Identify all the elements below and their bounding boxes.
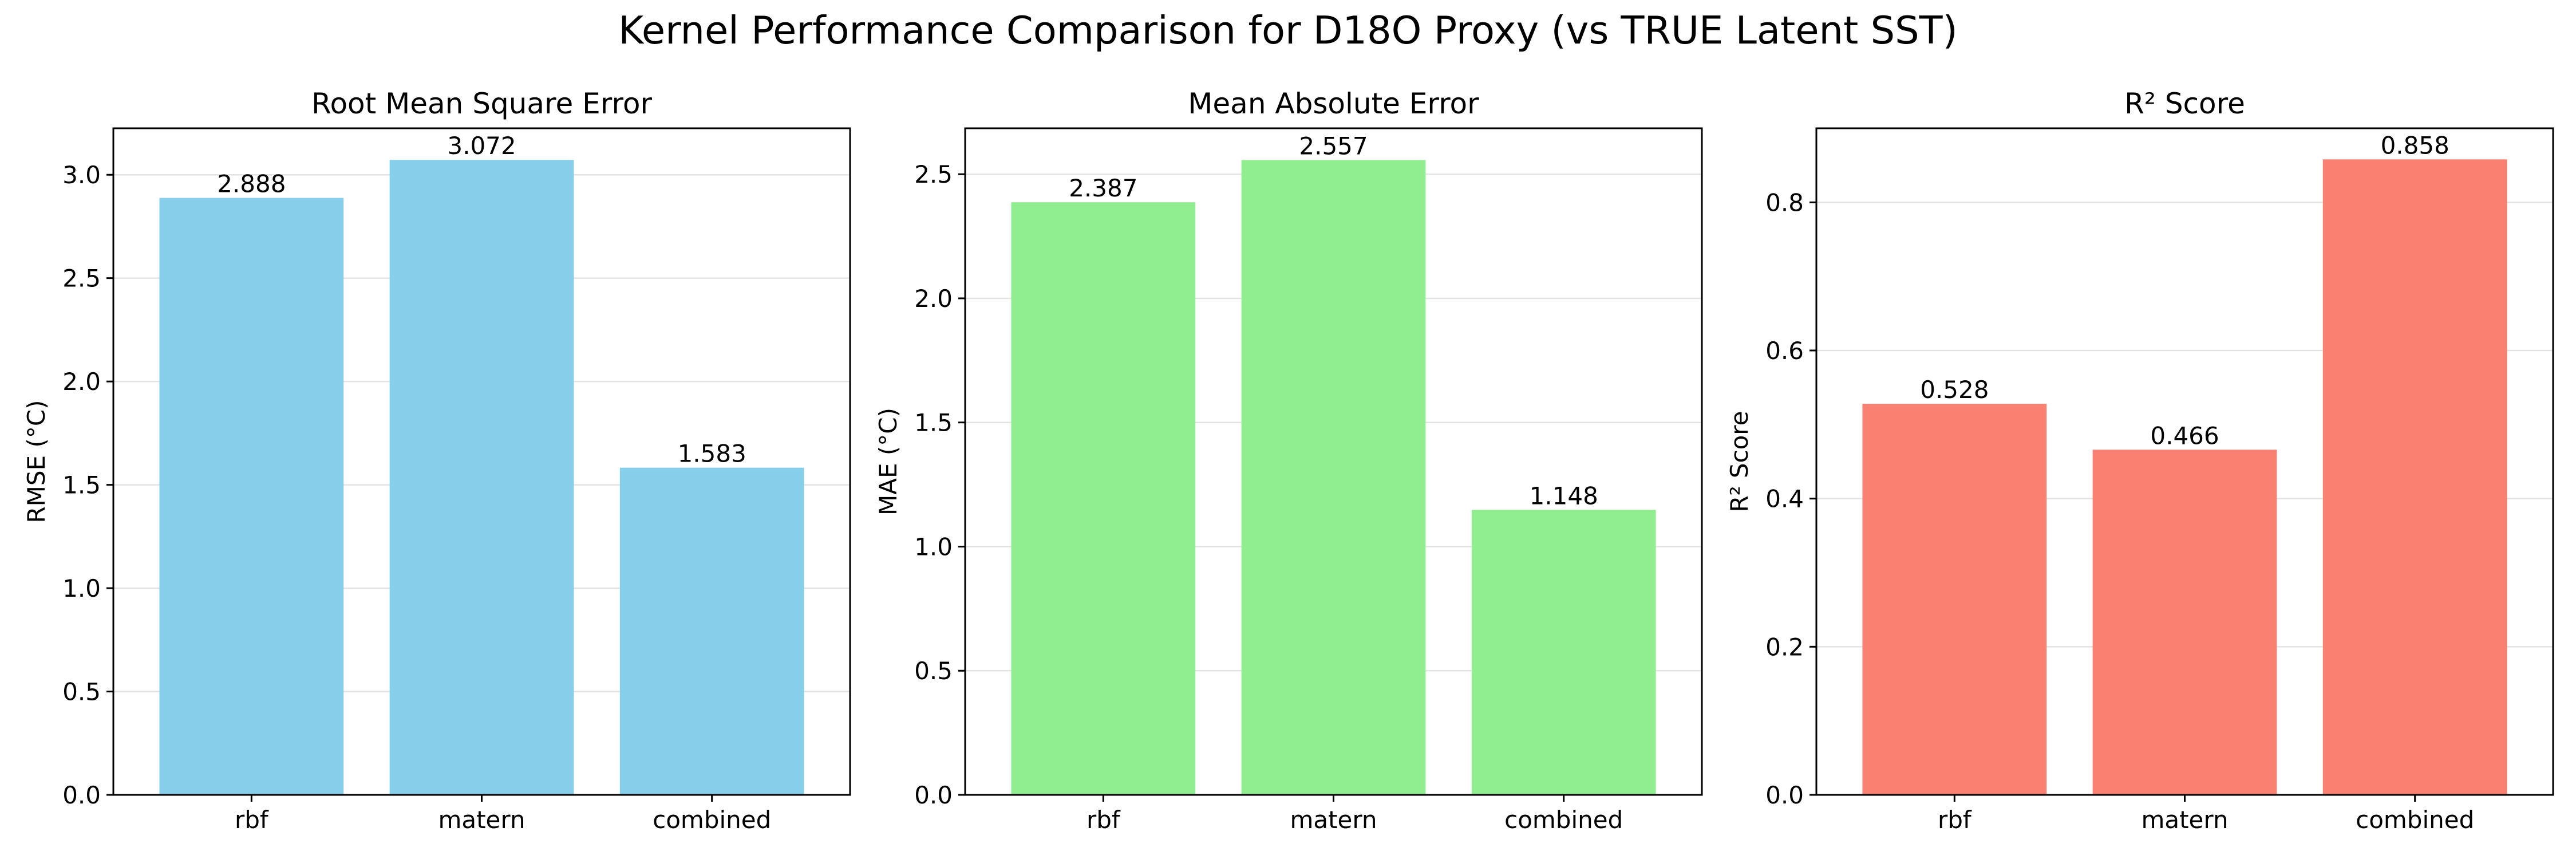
data-label: 1.148: [1530, 482, 1598, 510]
bar-rbf: [1862, 404, 2047, 795]
x-tick-label: matern: [438, 806, 525, 834]
data-label: 2.888: [217, 170, 286, 198]
data-label: 0.466: [2150, 421, 2219, 450]
y-tick-label: 2.5: [62, 265, 101, 293]
y-tick-label: 0.0: [914, 781, 953, 809]
y-tick-label: 3.0: [62, 161, 101, 189]
bar-combined: [2322, 159, 2507, 795]
bar-combined: [619, 467, 804, 795]
y-axis-label: R² Score: [1725, 411, 1753, 512]
y-tick-label: 0.5: [62, 678, 101, 706]
x-tick-label: matern: [1290, 806, 1377, 834]
x-tick-label: rbf: [1938, 806, 1972, 834]
bar-rbf: [159, 198, 344, 795]
y-tick-label: 0.0: [1765, 781, 1804, 809]
y-tick-label: 1.0: [914, 533, 953, 561]
data-label: 3.072: [447, 132, 516, 160]
panel-title: Mean Absolute Error: [1188, 87, 1479, 120]
y-tick-label: 0.8: [1765, 188, 1804, 216]
y-tick-label: 0.2: [1765, 633, 1804, 661]
y-tick-label: 1.5: [62, 471, 101, 499]
x-tick-label: combined: [653, 806, 771, 834]
chart-panel-r2: 0.528 rbf 0.466 matern 0.858 combined 0.0 0.2 0.…: [1725, 87, 2554, 834]
figure-title: Kernel Performance Comparison for D18O P…: [618, 8, 1957, 53]
data-label: 0.528: [1920, 376, 1989, 404]
y-tick-label: 2.5: [914, 160, 953, 188]
y-tick-label: 1.0: [62, 574, 101, 602]
bar-matern: [2092, 450, 2277, 795]
data-label: 2.387: [1069, 174, 1137, 202]
x-tick-label: matern: [2141, 806, 2228, 834]
x-tick-label: combined: [1504, 806, 1623, 834]
y-tick-label: 1.5: [914, 409, 953, 437]
data-label: 1.583: [678, 440, 746, 468]
axes-frame: [112, 127, 851, 796]
y-tick-label: 0.4: [1765, 485, 1804, 513]
y-axis-label: MAE (°C): [874, 408, 902, 515]
y-tick-label: 2.0: [914, 285, 953, 313]
x-tick-label: rbf: [235, 806, 269, 834]
y-axis-label: RMSE (°C): [22, 400, 50, 523]
y-tick-label: 0.6: [1765, 337, 1804, 365]
chart-panel-mae: 2.387 rbf 2.557 matern 1.148 combined 0.0 0.5 1.…: [874, 87, 1703, 834]
bar-matern: [389, 160, 574, 795]
x-tick-label: rbf: [1086, 806, 1121, 834]
axes-frame: [964, 127, 1703, 796]
bar-combined: [1471, 510, 1656, 795]
bar-matern: [1241, 160, 1426, 795]
data-label: 0.858: [2381, 131, 2449, 159]
panel-title: Root Mean Square Error: [311, 87, 653, 120]
y-tick-label: 0.5: [914, 657, 953, 685]
x-tick-label: combined: [2356, 806, 2474, 834]
panel-title: R² Score: [2124, 87, 2245, 120]
axes-frame: [1815, 127, 2554, 796]
bar-rbf: [1011, 202, 1196, 795]
data-label: 2.557: [1299, 132, 1368, 160]
chart-panel-rmse: 2.888 rbf 3.072 matern 1.583 combined 0.0 0.5 1.…: [22, 87, 851, 834]
chart-panels: 2.888 rbf 3.072 matern 1.583 combined 0.0 0.5 1.…: [22, 87, 2554, 834]
y-tick-label: 2.0: [62, 368, 101, 396]
y-tick-label: 0.0: [62, 781, 101, 809]
